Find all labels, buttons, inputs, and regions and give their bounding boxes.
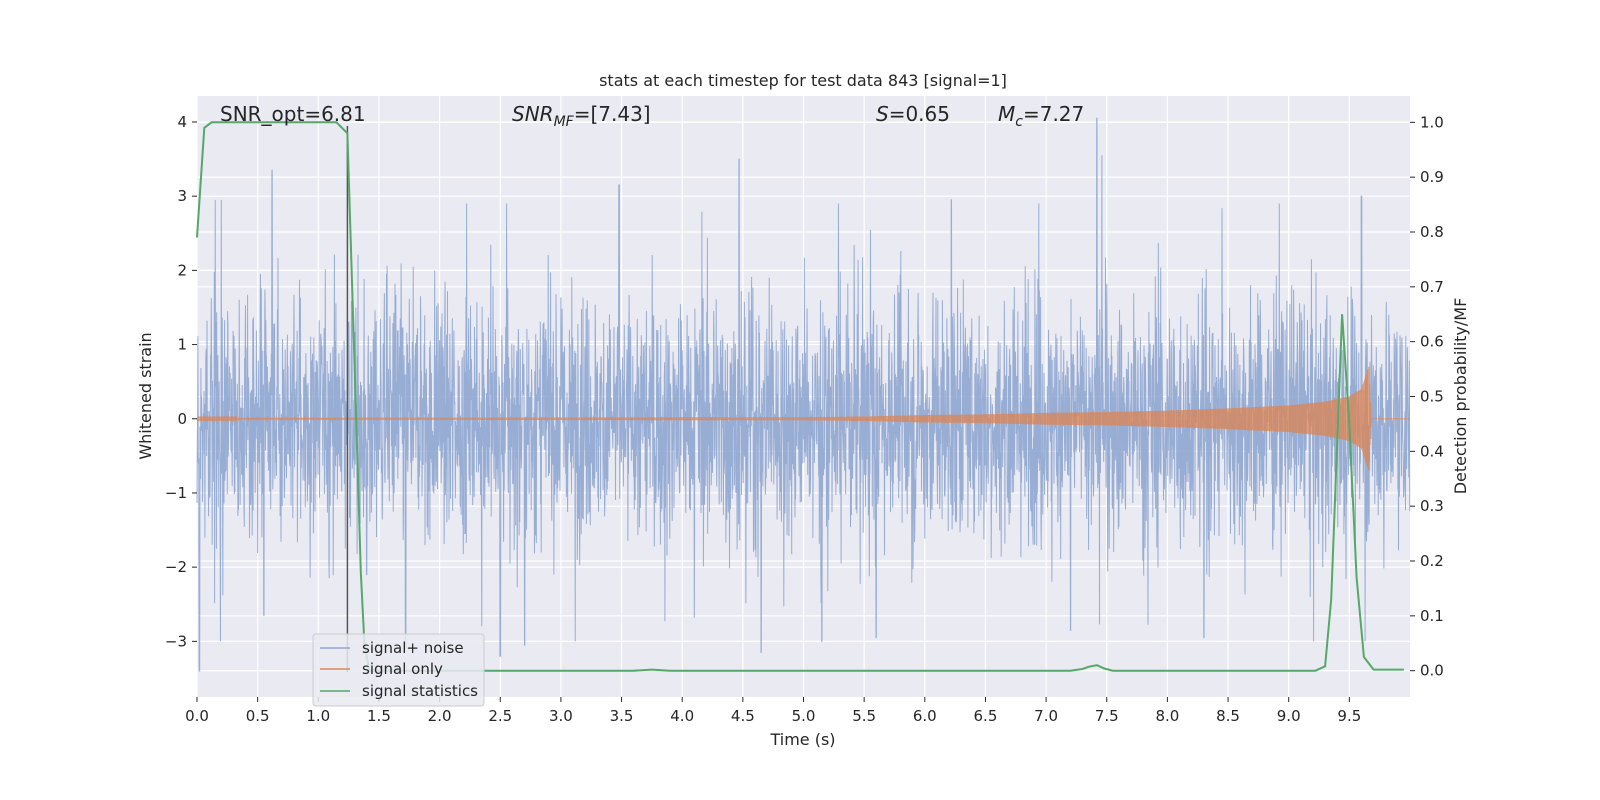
legend-label-noise: signal+ noise [362, 639, 464, 657]
y-left-tick-label: 0 [177, 410, 187, 428]
y-left-tick-label: −1 [165, 484, 187, 502]
x-tick-label: 4.0 [670, 707, 694, 725]
series-signal-noise [196, 117, 1411, 672]
x-tick-label: 2.0 [428, 707, 452, 725]
annotation-mc: Mc=7.27 [998, 102, 1084, 130]
x-tick-label: 8.5 [1216, 707, 1240, 725]
signal-noise-trace [196, 117, 1411, 672]
y-right-tick-label: 0.9 [1420, 168, 1444, 186]
x-tick-label: 8.0 [1155, 707, 1179, 725]
x-tick-label: 2.5 [488, 707, 512, 725]
legend-label-signal: signal only [362, 660, 443, 678]
x-tick-label: 7.5 [1095, 707, 1119, 725]
y-left-tick-label: −3 [165, 632, 187, 650]
y-left-tick-label: 4 [177, 113, 187, 131]
y-right-tick-label: 0.7 [1420, 278, 1444, 296]
x-tick-label: 6.0 [913, 707, 937, 725]
snr-mf-main: SNR [512, 102, 554, 126]
x-tick-label: 3.5 [610, 707, 634, 725]
s-label: S [876, 102, 889, 126]
legend-box [312, 633, 485, 707]
y-left-axis-ticks: 4 3 2 1 0 −1 −2 −3 [165, 113, 197, 650]
legend-label-stats: signal statistics [362, 682, 478, 700]
x-tick-label: 1.0 [306, 707, 330, 725]
x-axis-ticks: 0.0 0.5 1.0 1.5 2.0 2.5 3.0 3.5 4.0 4.5 5.0 5.5 6.0 6… [185, 697, 1361, 725]
legend: signal+ noise signal only signal statist… [312, 633, 485, 707]
y-right-tick-label: 0.2 [1420, 552, 1444, 570]
y-right-tick-label: 0.5 [1420, 388, 1444, 406]
x-tick-label: 3.0 [549, 707, 573, 725]
x-tick-label: 7.0 [1034, 707, 1058, 725]
x-tick-label: 6.5 [974, 707, 998, 725]
x-tick-label: 9.5 [1337, 707, 1361, 725]
y-right-tick-label: 0.6 [1420, 333, 1444, 351]
y-left-axis-label: Whitened strain [136, 332, 155, 459]
series-signal-only [196, 366, 1410, 470]
y-right-tick-label: 0.3 [1420, 497, 1444, 515]
mc-sub: c [1015, 114, 1023, 130]
annotation-snr-mf: SNRMF=[7.43] [512, 102, 651, 130]
y-left-tick-label: 1 [177, 336, 187, 354]
x-tick-label: 1.5 [367, 707, 391, 725]
y-right-tick-label: 0.1 [1420, 607, 1444, 625]
x-tick-label: 9.0 [1277, 707, 1301, 725]
y-left-tick-label: −2 [165, 558, 187, 576]
annotation-snr-opt: SNR_opt=6.81 [220, 102, 366, 126]
x-tick-label: 0.0 [185, 707, 209, 725]
series-signal-statistics [196, 121, 1404, 672]
y-left-tick-label: 2 [177, 261, 187, 279]
snr-mf-value: =[7.43] [574, 102, 651, 126]
x-tick-label: 4.5 [731, 707, 755, 725]
y-right-axis-ticks: 1.0 0.9 0.8 0.7 0.6 0.5 0.4 0.3 0.2 0.1 0.0 [1410, 113, 1444, 680]
y-right-tick-label: 0.8 [1420, 223, 1444, 241]
chart-title: stats at each timestep for test data 843… [599, 71, 1007, 90]
mc-main: M [998, 102, 1015, 126]
y-right-tick-label: 0.0 [1420, 662, 1444, 680]
x-tick-label: 5.0 [792, 707, 816, 725]
mc-value: =7.27 [1023, 102, 1084, 126]
y-right-axis-label: Detection probability/MF [1451, 298, 1470, 495]
y-right-tick-label: 1.0 [1420, 113, 1444, 131]
s-value: =0.65 [889, 102, 950, 126]
x-tick-label: 5.5 [852, 707, 876, 725]
signal-only-trace [196, 366, 1410, 470]
annotation-s: S=0.65 [876, 102, 950, 126]
x-axis-label: Time (s) [769, 730, 835, 749]
x-tick-label: 0.5 [246, 707, 270, 725]
snr-mf-sub: MF [554, 114, 575, 130]
y-left-tick-label: 3 [177, 187, 187, 205]
signal-statistics-line [196, 121, 1404, 672]
y-right-tick-label: 0.4 [1420, 442, 1444, 460]
